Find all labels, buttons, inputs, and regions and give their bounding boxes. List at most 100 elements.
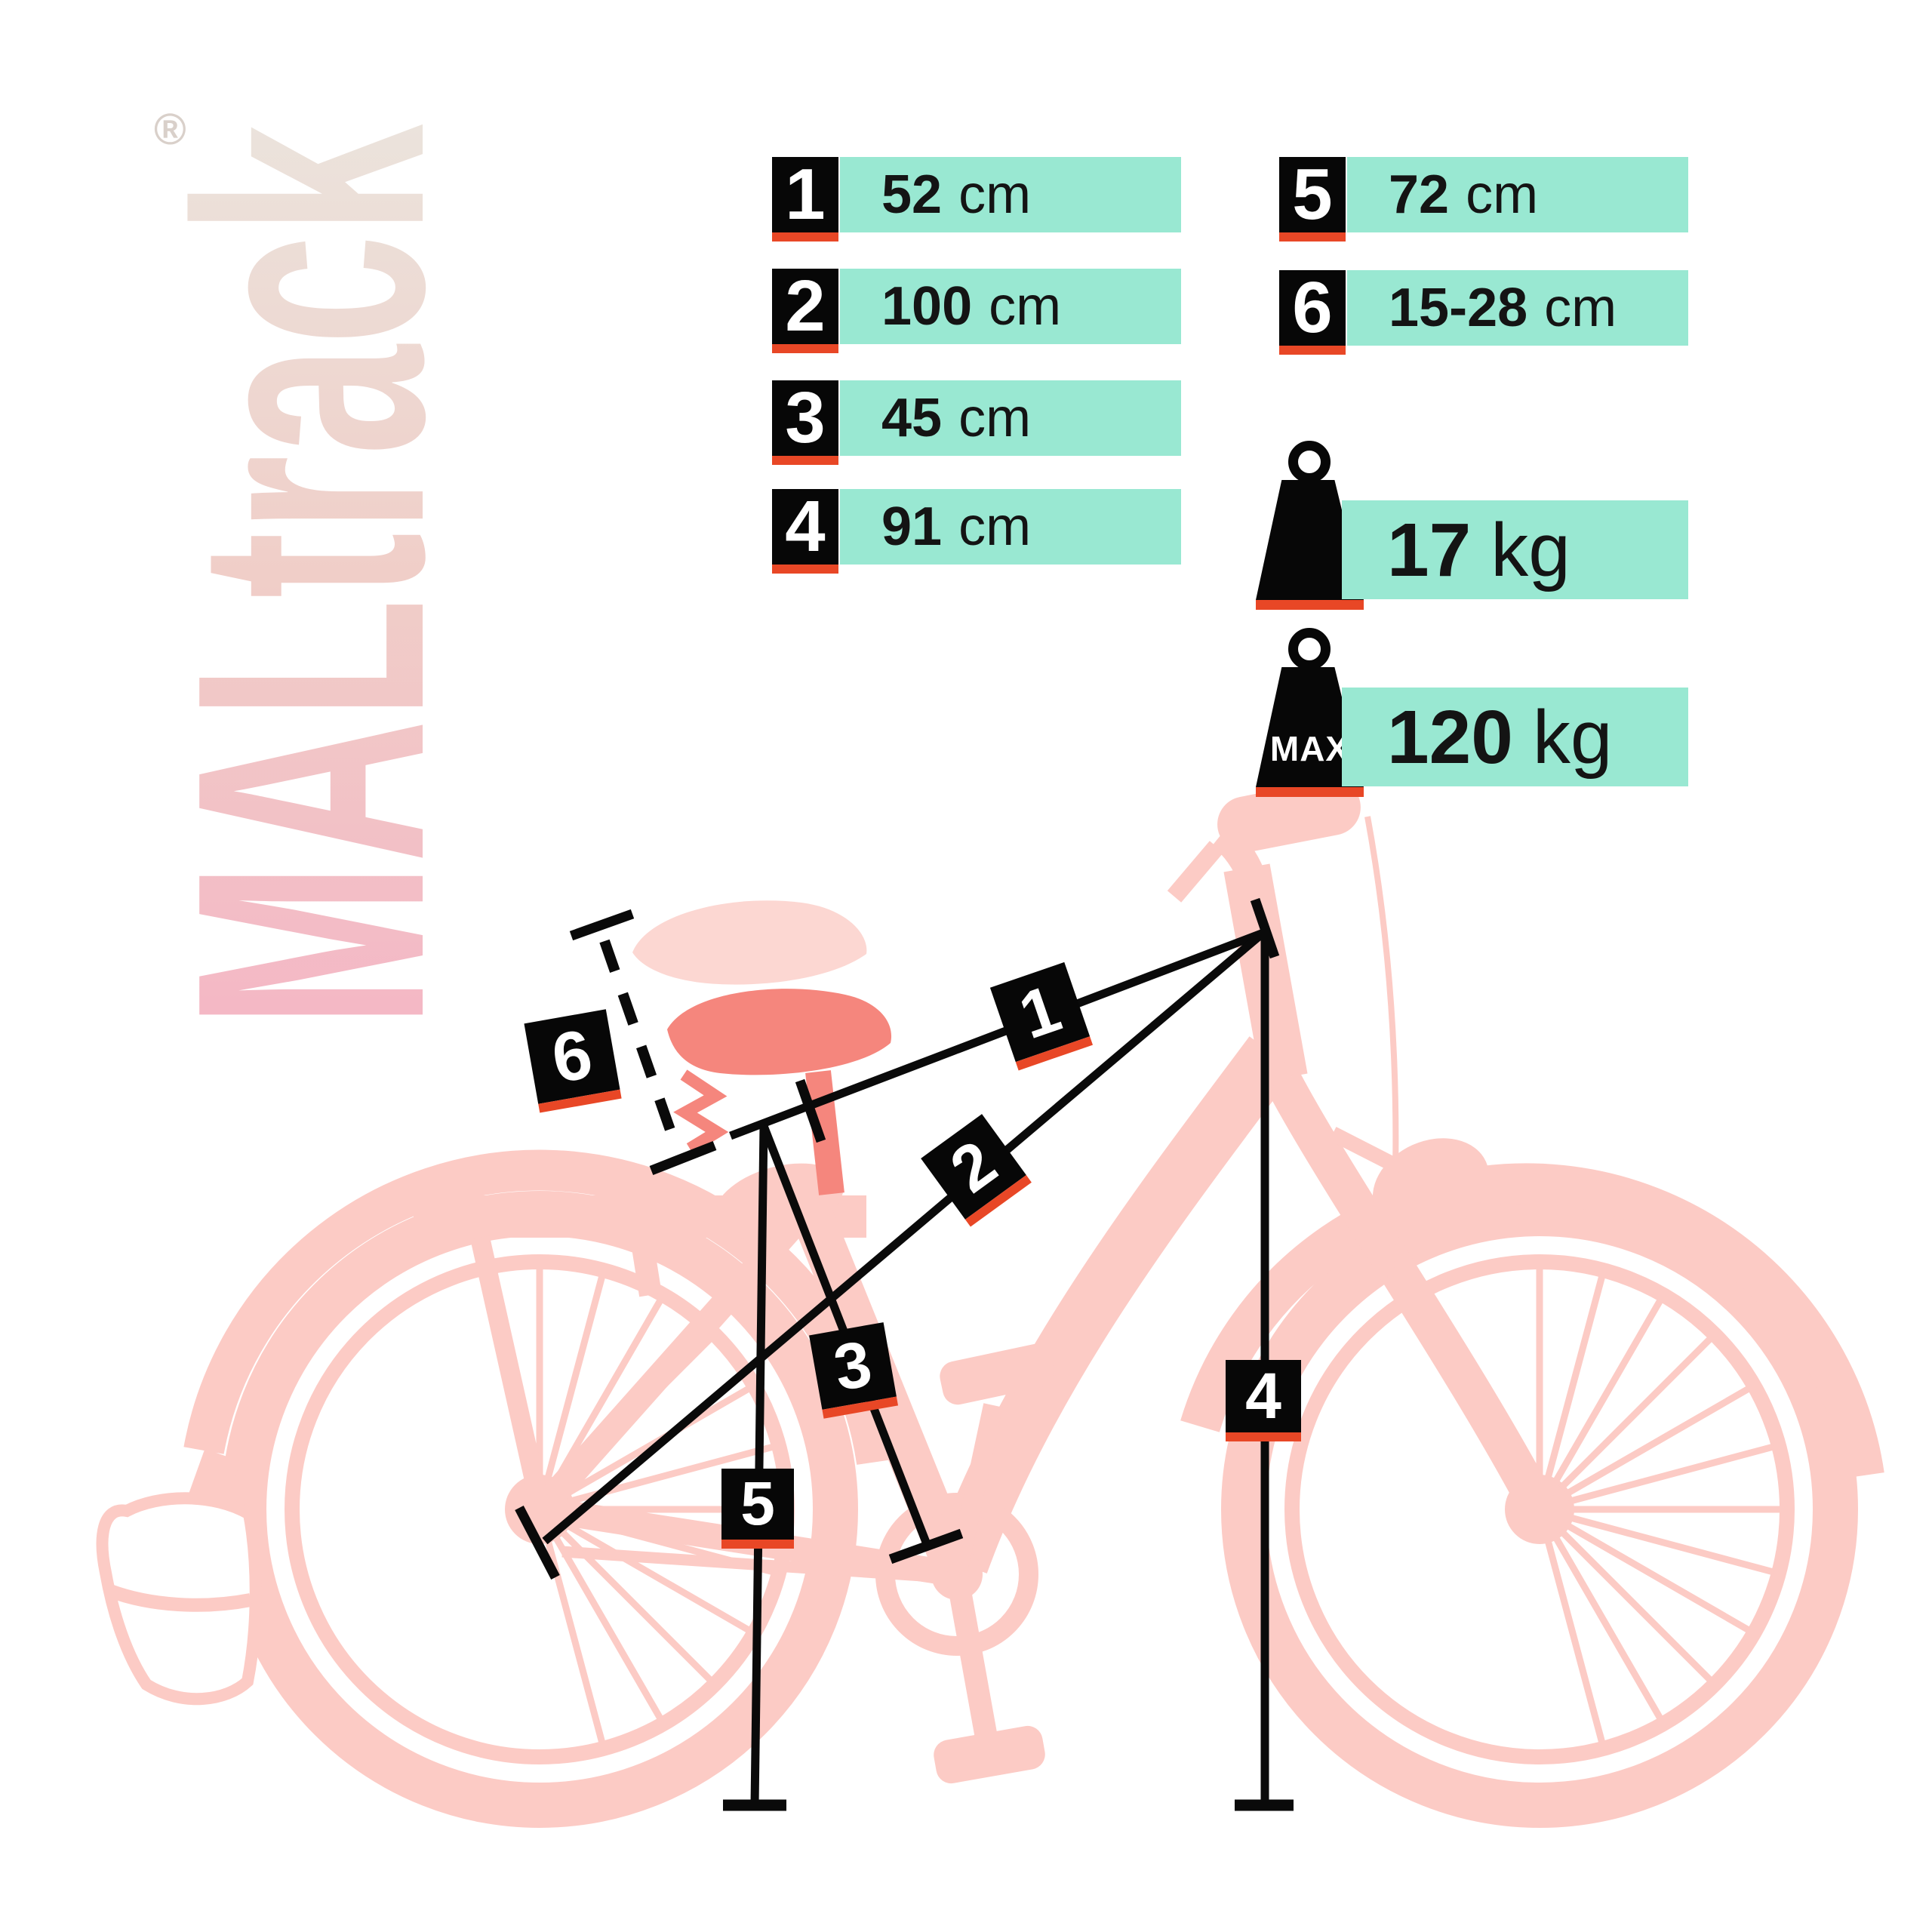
spec-value: 91 (881, 497, 943, 557)
saddle-raised-ghost (632, 900, 867, 985)
weight-accent-line (1256, 600, 1364, 610)
spec-unit: cm (958, 388, 1032, 448)
diagram-marker-number: 1 (1010, 970, 1070, 1054)
spec-marker-number: 5 (1292, 154, 1333, 235)
spec-marker-badge: 4 (772, 486, 838, 574)
spec-unit: cm (1544, 278, 1617, 338)
measure-line-2-axle-tick (515, 1505, 560, 1580)
spec-value: 45 (881, 388, 943, 448)
down-tube (933, 1036, 1296, 1574)
spec-row-5: 5 72 cm (1279, 154, 1688, 242)
weight-value: 120 (1387, 694, 1513, 780)
seat-post (805, 1070, 844, 1195)
spec-accent-line (1279, 232, 1346, 242)
measure-line-6-top-cap (569, 909, 635, 941)
spec-row-3: 3 45 cm (772, 377, 1181, 465)
seat-stay (535, 1211, 808, 1514)
chainring (875, 1493, 1038, 1656)
diagram-marker-6: 6 (524, 1009, 622, 1113)
spec-unit: cm (958, 165, 1032, 225)
spec-row-1: 1 52 cm (772, 154, 1181, 242)
spec-marker-badge: 2 (772, 266, 838, 353)
spec-accent-line (772, 232, 838, 242)
pedal-lower (934, 1725, 1045, 1784)
spec-value: 52 (881, 165, 943, 225)
max-weight-icon: MAX (1256, 628, 1364, 797)
measure-line-5 (750, 1125, 768, 1806)
spec-value-bar: 100 cm (840, 269, 1181, 344)
spec-marker-badge: 1 (772, 154, 838, 242)
weight-ring (1288, 441, 1331, 483)
spec-unit: cm (1466, 165, 1539, 225)
spec-value-bar: 15-28 cm (1347, 270, 1688, 346)
saddle-area (632, 900, 892, 1195)
measure-line-6-bottom-cap (649, 1140, 717, 1176)
spec-row-4: 4 91 cm (772, 486, 1181, 574)
weight-value-bar: 120 kg (1342, 688, 1688, 786)
seat-cluster (714, 1163, 844, 1240)
marker-accent-line (721, 1540, 794, 1549)
spec-marker-number: 4 (785, 486, 826, 567)
front-fender (1180, 1163, 1884, 1478)
spec-value: 72 (1389, 165, 1450, 225)
weight-unit: kg (1491, 507, 1571, 592)
brake-lever (1167, 841, 1224, 903)
diagram-marker-5: 5 (721, 1469, 794, 1549)
spec-unit: cm (958, 497, 1032, 557)
saddle-spring (673, 1069, 729, 1154)
head-tube-tick (1250, 897, 1280, 959)
spec-accent-line (772, 565, 838, 574)
drivetrain (561, 1343, 1054, 1784)
rear-fender (183, 1149, 897, 1465)
spec-row-2: 2 100 cm (772, 266, 1181, 353)
spec-value-bar: 52 cm (840, 157, 1181, 232)
front-wheel (1244, 1214, 1835, 1805)
spec-value: 100 (881, 276, 973, 337)
diagram-marker-3: 3 (809, 1322, 899, 1419)
spec-unit: cm (989, 276, 1062, 337)
spec-accent-line (1279, 346, 1346, 355)
spec-value-bar: 45 cm (840, 380, 1181, 456)
spec-value-bar: 91 cm (840, 489, 1181, 565)
max-badge: MAX (1269, 729, 1350, 768)
diagram-marker-number: 6 (546, 1015, 598, 1098)
weight-accent-line (1256, 787, 1364, 797)
diagram-marker-number: 3 (829, 1327, 877, 1405)
spec-value: 15-28 (1389, 278, 1528, 338)
saddlebag-seam (107, 1584, 252, 1612)
diagram-marker-4: 4 (1226, 1360, 1301, 1441)
measure-line-1-tick (795, 1078, 826, 1143)
bike-weight-row: 17 kg (1256, 441, 1716, 610)
spec-marker-number: 6 (1292, 267, 1333, 348)
spec-marker-number: 2 (785, 266, 826, 346)
crank-arm-upper (947, 1403, 1003, 1577)
weight-unit: kg (1532, 694, 1613, 780)
spec-marker-badge: 3 (772, 377, 838, 465)
diagram-marker-number: 5 (740, 1469, 775, 1538)
fork (1266, 1072, 1555, 1515)
brand-logo-text: MALtrack (130, 123, 492, 1028)
spec-marker-badge: 6 (1279, 267, 1346, 355)
diagram-marker-number: 2 (937, 1127, 1010, 1207)
measure-line-6-dashed (599, 939, 682, 1152)
spec-marker-number: 3 (785, 377, 826, 458)
marker-accent-line (1226, 1432, 1301, 1441)
spec-accent-line (772, 344, 838, 353)
registered-mark-icon: ® (154, 105, 186, 154)
spec-row-6: 6 15-28 cm (1279, 267, 1688, 355)
weight-value: 17 (1387, 507, 1472, 592)
max-load-row: MAX 120 kg (1256, 628, 1716, 797)
weight-ring (1288, 628, 1331, 670)
measure-line-3-tick (888, 1528, 964, 1564)
crank-arm-lower (946, 1572, 998, 1744)
diagram-marker-number: 4 (1245, 1360, 1281, 1432)
spec-value-bar: 72 cm (1347, 157, 1688, 232)
measure-line-2 (542, 929, 1266, 1545)
spec-marker-number: 1 (785, 154, 826, 235)
measure-line-1 (729, 928, 1265, 1140)
brand-logo: MALtrack (130, 123, 492, 1028)
headlight-bracket (1329, 1127, 1404, 1175)
spec-accent-line (772, 456, 838, 465)
